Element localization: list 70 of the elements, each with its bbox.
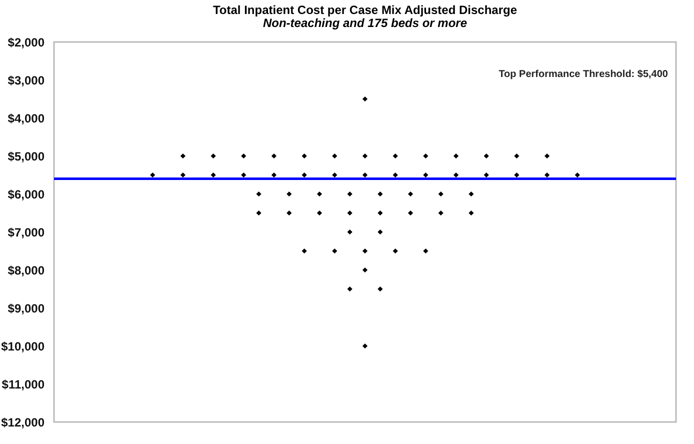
point [392, 248, 398, 254]
point [180, 153, 186, 159]
y-tick-label: $2,000 [8, 36, 45, 50]
point [362, 343, 368, 349]
point [286, 191, 292, 197]
point [378, 286, 383, 292]
y-tick-label: $8,000 [8, 264, 45, 278]
point [362, 172, 368, 178]
point [438, 191, 444, 197]
point [362, 267, 368, 273]
y-tick-label: $3,000 [8, 74, 45, 88]
chart-title: Total Inpatient Cost per Case Mix Adjusted Discharge [212, 3, 518, 17]
point [316, 210, 322, 216]
point [150, 172, 156, 178]
y-tick-label: $4,000 [8, 112, 45, 126]
point [423, 153, 428, 159]
point [332, 172, 338, 178]
point [286, 210, 292, 216]
y-tick-label: $11,000 [2, 378, 45, 392]
point [241, 153, 246, 159]
point [514, 153, 520, 159]
y-tick-label: $10,000 [1, 340, 45, 354]
point [378, 191, 383, 197]
annotation: Top Performance Threshold: $5,400 [498, 69, 668, 80]
point [423, 248, 428, 254]
point [453, 153, 459, 159]
y-tick-label: $5,000 [8, 150, 45, 164]
point [302, 172, 307, 178]
point [347, 229, 352, 235]
point [332, 248, 338, 254]
point [438, 210, 444, 216]
point [378, 210, 383, 216]
point [347, 210, 352, 216]
point [210, 153, 216, 159]
chart-subtitle: Non-teaching and 175 beds or more [262, 16, 468, 30]
point [256, 191, 262, 197]
point [362, 96, 368, 102]
point [574, 172, 580, 178]
point [271, 153, 277, 159]
point [468, 210, 474, 216]
point [362, 248, 368, 254]
point [468, 191, 474, 197]
point [210, 172, 216, 178]
point [347, 191, 352, 197]
point [241, 172, 246, 178]
y-tick-label: $6,000 [8, 188, 45, 202]
point [180, 172, 186, 178]
point [302, 248, 307, 254]
point [408, 210, 414, 216]
point [514, 172, 520, 178]
point [408, 191, 414, 197]
point [256, 210, 262, 216]
point [423, 172, 428, 178]
point [271, 172, 277, 178]
point [544, 172, 550, 178]
point [302, 153, 307, 159]
point [484, 153, 489, 159]
y-tick-label: $12,000 [1, 416, 45, 430]
point [392, 172, 398, 178]
y-tick-label: $9,000 [8, 302, 45, 316]
point [332, 153, 338, 159]
point [362, 153, 368, 159]
point [544, 153, 550, 159]
point [484, 172, 489, 178]
point [453, 172, 459, 178]
point [378, 229, 383, 235]
point [347, 286, 352, 292]
y-tick-label: $7,000 [8, 226, 45, 240]
point [392, 153, 398, 159]
point [316, 191, 322, 197]
